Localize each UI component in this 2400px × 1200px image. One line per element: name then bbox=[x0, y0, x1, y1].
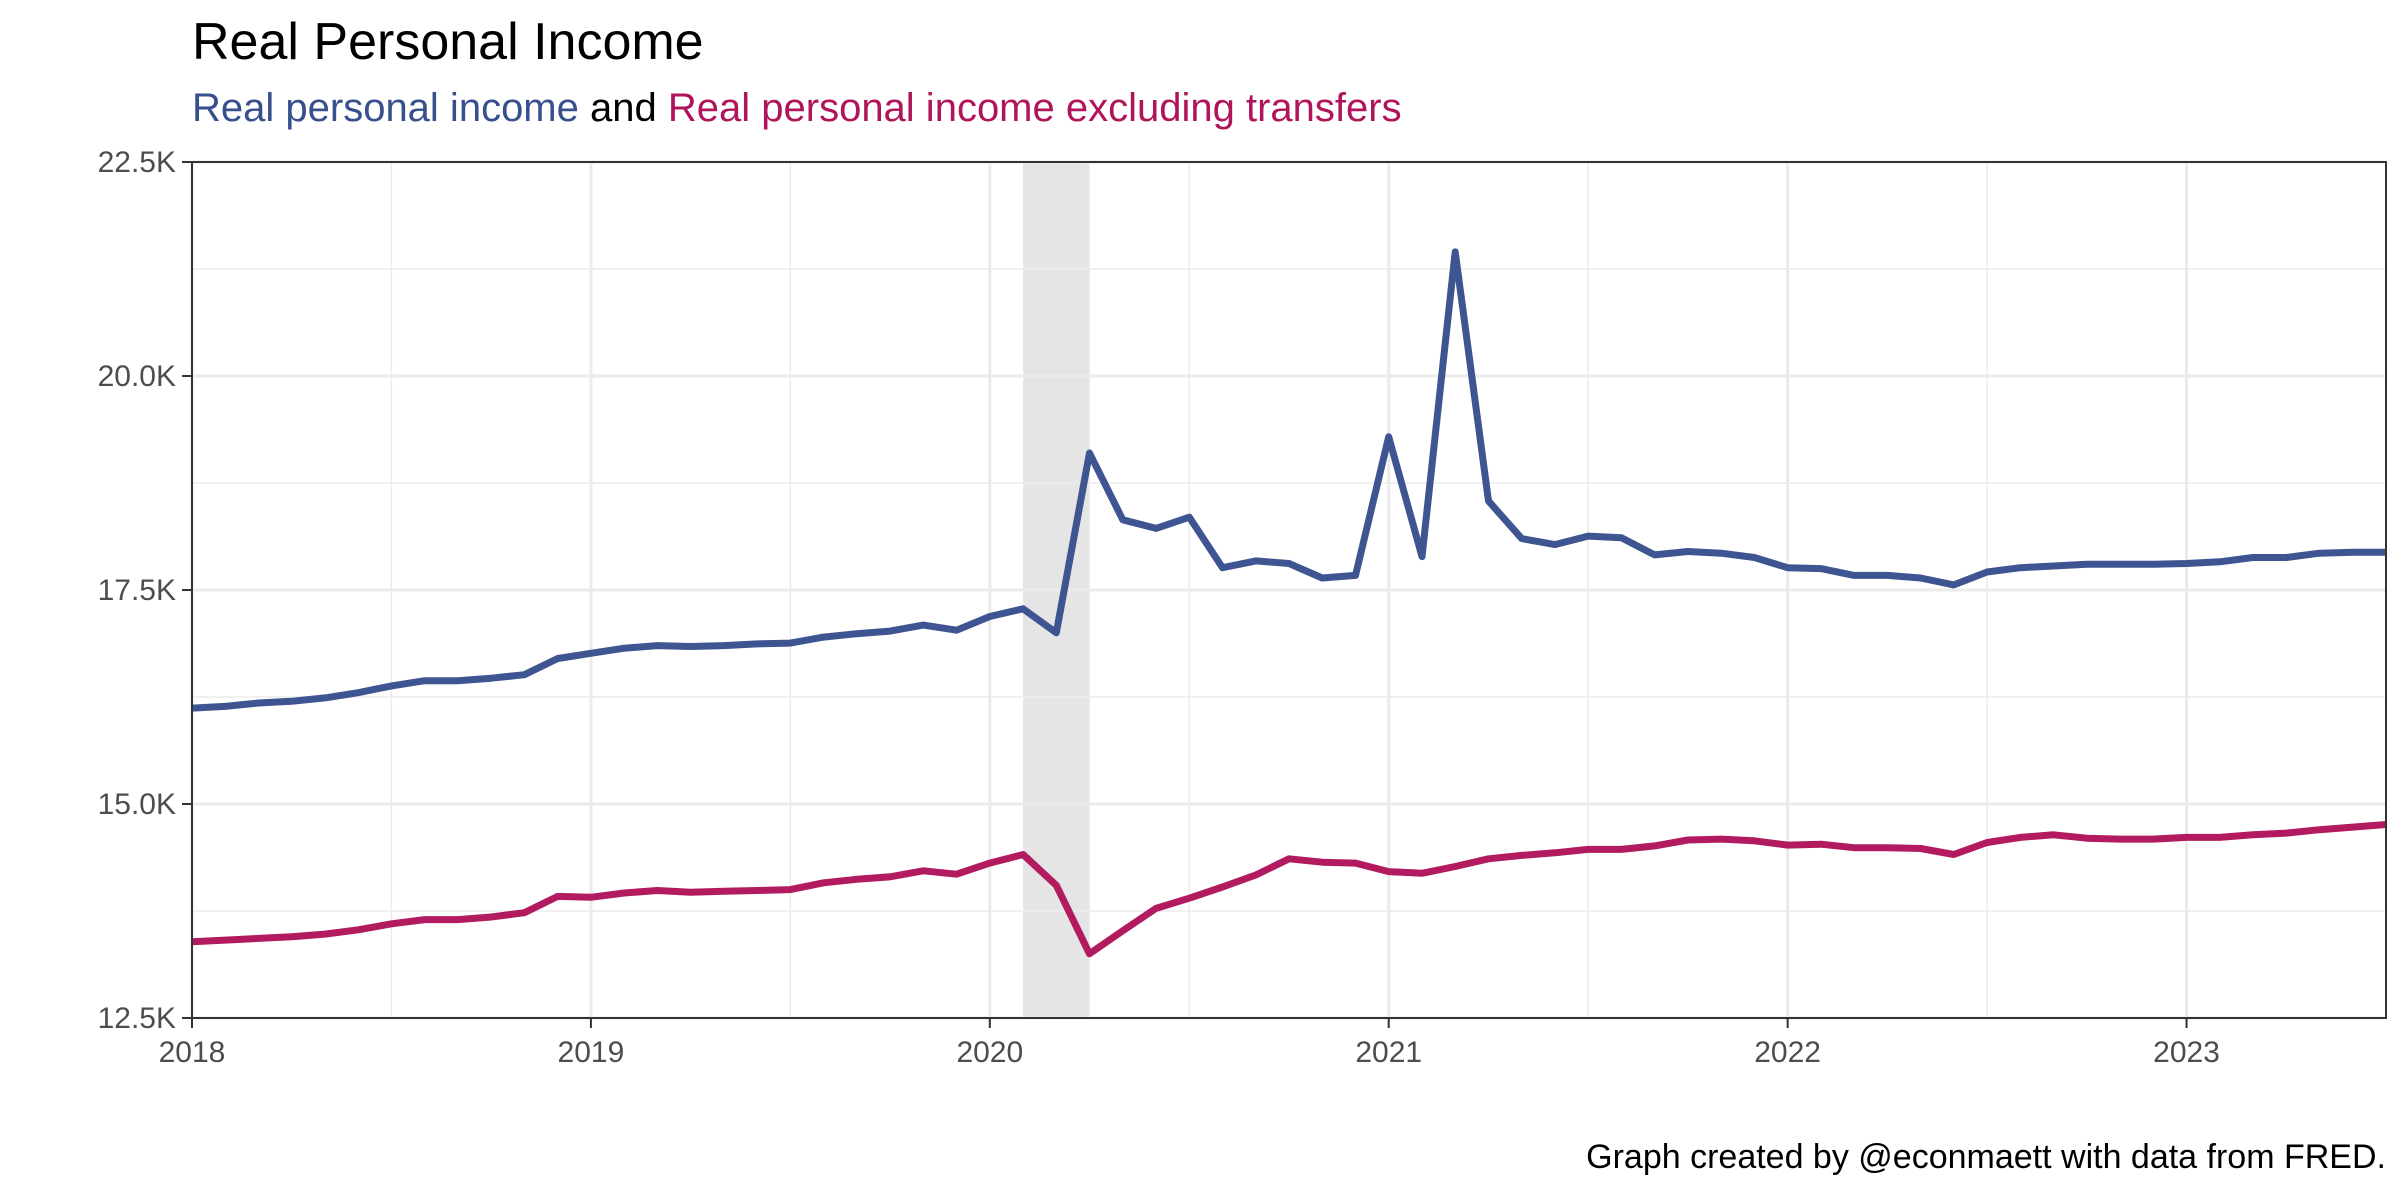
subtitle-connector: and bbox=[590, 86, 657, 130]
y-tick-label: 12.5K bbox=[98, 1002, 176, 1035]
series-line-2 bbox=[191, 821, 2387, 958]
x-tick-label: 2021 bbox=[1355, 1036, 1422, 1069]
y-tick-label: 20.0K bbox=[98, 360, 176, 393]
series-layer bbox=[191, 248, 2387, 958]
x-tick-label: 2020 bbox=[956, 1036, 1023, 1069]
chart-caption: Graph created by @econmaett with data fr… bbox=[1586, 1138, 2386, 1176]
axes-layer: 12.5K 15.0K 17.5K 20.0K 22.5K 2018 2019 2020 202… bbox=[98, 146, 2387, 1069]
x-tick-label: 2019 bbox=[558, 1036, 625, 1069]
x-tick-label: 2018 bbox=[159, 1036, 226, 1069]
y-tick-label: 22.5K bbox=[98, 146, 176, 179]
series-line-1 bbox=[191, 248, 2386, 712]
x-tick-label: 2022 bbox=[1754, 1036, 1821, 1069]
chart-title: Real Personal Income bbox=[192, 13, 704, 71]
y-tick-label: 17.5K bbox=[98, 574, 176, 607]
subtitle-series1-label: Real personal income bbox=[192, 86, 579, 130]
grid-layer bbox=[190, 160, 2387, 1020]
subtitle-series2-label: Real personal income excluding transfers bbox=[667, 86, 1402, 130]
x-tick-label: 2023 bbox=[2153, 1036, 2220, 1069]
y-tick-label: 15.0K bbox=[98, 788, 176, 821]
chart-subtitle: Real personal income and Real personal i… bbox=[192, 86, 1402, 131]
